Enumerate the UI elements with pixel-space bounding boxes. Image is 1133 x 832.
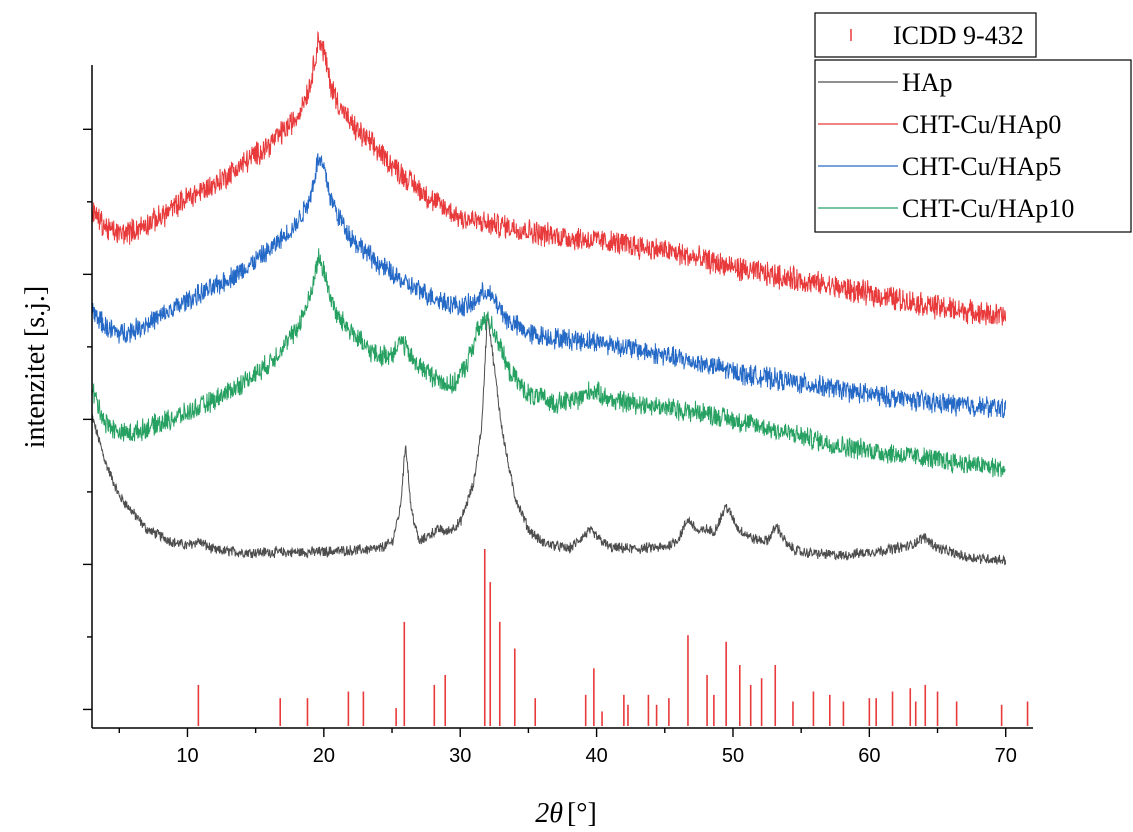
legend-label: HAp — [902, 68, 953, 97]
x-tick-label: 40 — [585, 745, 607, 767]
legend-label: CHT-Cu/HAp10 — [902, 194, 1074, 223]
axes — [91, 65, 1033, 729]
x-tick-label: 70 — [995, 745, 1017, 767]
reference-peaks — [197, 548, 1029, 726]
reference-legend-box — [814, 12, 1037, 58]
legend-label: CHT-Cu/HAp5 — [902, 152, 1061, 181]
series-line — [92, 312, 1007, 566]
x-axis-unit: [°] — [567, 798, 597, 829]
x-tick-label: 60 — [858, 745, 880, 767]
x-axis-label: 2θ [°] — [535, 798, 597, 829]
x-tick-label: 30 — [449, 745, 471, 767]
x-tick-label: 20 — [313, 745, 335, 767]
y-ticks — [83, 128, 92, 711]
reference-legend: ICDD 9-432 — [814, 12, 1037, 58]
series-legend-box — [814, 59, 1132, 233]
x-axis-symbol: 2θ — [535, 798, 563, 829]
plot-area — [92, 30, 1029, 726]
reference-legend-label: ICDD 9-432 — [893, 21, 1024, 50]
series-line — [92, 30, 1007, 326]
y-axis-label: intenzitet [s.j.] — [20, 286, 51, 449]
series-line — [92, 248, 1006, 478]
series-legend: HAp CHT-Cu/HAp0 CHT-Cu/HAp5 CHT-Cu/HAp10 — [814, 59, 1132, 233]
legend-label: CHT-Cu/HAp0 — [902, 110, 1061, 139]
x-ticks: 10 20 30 40 50 60 70 — [118, 728, 1017, 767]
x-tick-label: 10 — [176, 745, 198, 767]
series-line — [92, 153, 1007, 419]
x-tick-label: 50 — [722, 745, 744, 767]
